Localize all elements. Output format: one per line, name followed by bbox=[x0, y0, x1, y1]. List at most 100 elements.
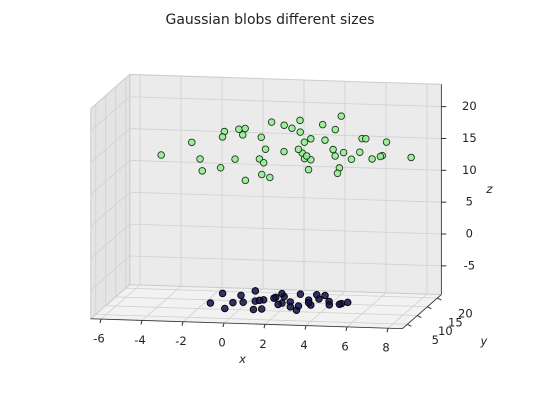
z-tick-label: -5 bbox=[464, 258, 475, 272]
grid-line bbox=[305, 291, 346, 326]
x-tick bbox=[345, 326, 348, 332]
axis-line bbox=[402, 294, 442, 329]
point bbox=[280, 147, 288, 156]
point bbox=[196, 155, 204, 163]
point bbox=[241, 176, 250, 185]
point bbox=[255, 296, 264, 305]
chart-title: Gaussian blobs different sizes bbox=[165, 12, 374, 28]
grid-line bbox=[129, 96, 442, 108]
grid-line bbox=[90, 160, 131, 195]
point bbox=[278, 289, 286, 298]
x-tick bbox=[386, 328, 389, 333]
x-tick-label: -4 bbox=[134, 333, 145, 347]
point bbox=[251, 287, 260, 295]
point bbox=[356, 148, 364, 156]
point bbox=[362, 135, 370, 143]
point bbox=[325, 301, 334, 309]
grid-line bbox=[129, 191, 442, 203]
point bbox=[198, 167, 206, 175]
point bbox=[231, 155, 239, 163]
z-tick-label: 20 bbox=[462, 99, 477, 113]
point bbox=[216, 164, 225, 172]
grid-line bbox=[346, 292, 387, 328]
grid-line bbox=[141, 285, 182, 321]
point bbox=[206, 299, 215, 307]
y-tick-label: 10 bbox=[438, 324, 453, 338]
point bbox=[331, 125, 340, 134]
point bbox=[221, 304, 229, 313]
point bbox=[343, 298, 352, 307]
y-tick bbox=[437, 297, 442, 301]
x-tick-label: 6 bbox=[341, 339, 348, 353]
grid-line bbox=[129, 128, 442, 139]
point bbox=[274, 300, 282, 309]
point bbox=[270, 294, 278, 302]
x-tick bbox=[99, 318, 102, 324]
grid-line bbox=[90, 191, 131, 227]
x-tick bbox=[181, 321, 184, 326]
x-tick-label: 8 bbox=[382, 341, 389, 355]
grid-line bbox=[115, 296, 428, 308]
point bbox=[302, 152, 311, 160]
point bbox=[288, 124, 296, 132]
z-tick-label: 10 bbox=[462, 163, 477, 177]
point bbox=[368, 155, 376, 163]
point bbox=[296, 290, 305, 298]
point bbox=[307, 135, 315, 143]
point bbox=[331, 152, 339, 160]
point bbox=[335, 300, 344, 308]
point bbox=[157, 151, 165, 159]
point bbox=[238, 131, 247, 139]
grid-line bbox=[129, 223, 442, 235]
x-tick-label: 4 bbox=[300, 338, 307, 352]
point bbox=[258, 170, 266, 179]
grid-line bbox=[90, 223, 131, 259]
x-tick-label: 2 bbox=[259, 337, 266, 351]
point bbox=[241, 124, 249, 133]
point bbox=[280, 121, 288, 129]
grid-line bbox=[129, 255, 442, 267]
point bbox=[218, 289, 227, 298]
point bbox=[257, 133, 266, 142]
point bbox=[257, 305, 266, 313]
grid-line bbox=[90, 96, 131, 132]
z-tick-label: 5 bbox=[466, 195, 473, 209]
point bbox=[339, 148, 348, 157]
point bbox=[294, 302, 303, 310]
z-tick-label: 0 bbox=[466, 227, 473, 241]
x-tick bbox=[140, 320, 143, 325]
grid-line bbox=[387, 293, 428, 329]
grid-line bbox=[95, 314, 408, 325]
y-tick-label: 15 bbox=[448, 315, 463, 329]
y-axis-label: y bbox=[479, 334, 487, 348]
point bbox=[294, 145, 303, 154]
point bbox=[229, 298, 237, 307]
x-tick-label: -2 bbox=[175, 334, 186, 348]
x-tick-label: -6 bbox=[93, 332, 104, 346]
point bbox=[382, 138, 391, 146]
x-tick bbox=[304, 325, 307, 330]
back-pane bbox=[129, 73, 442, 296]
point bbox=[347, 155, 356, 163]
x-axis-label: x bbox=[238, 352, 246, 366]
y-tick-label: 20 bbox=[458, 307, 473, 321]
grid-line bbox=[90, 128, 131, 164]
point bbox=[321, 291, 329, 300]
axis-line bbox=[90, 318, 403, 330]
x-tick bbox=[263, 324, 266, 329]
y-tick bbox=[427, 306, 432, 310]
point bbox=[239, 298, 247, 307]
y-tick-label: 5 bbox=[432, 333, 439, 347]
x-tick bbox=[222, 322, 225, 328]
point bbox=[249, 305, 258, 314]
x-tick-label: 0 bbox=[218, 336, 225, 350]
z-axis-label: z bbox=[485, 182, 493, 196]
point bbox=[407, 153, 415, 162]
point bbox=[267, 118, 276, 126]
grid-line bbox=[182, 287, 223, 323]
point bbox=[321, 136, 329, 144]
grid-line bbox=[129, 160, 442, 171]
point bbox=[333, 169, 342, 178]
point bbox=[376, 152, 385, 161]
